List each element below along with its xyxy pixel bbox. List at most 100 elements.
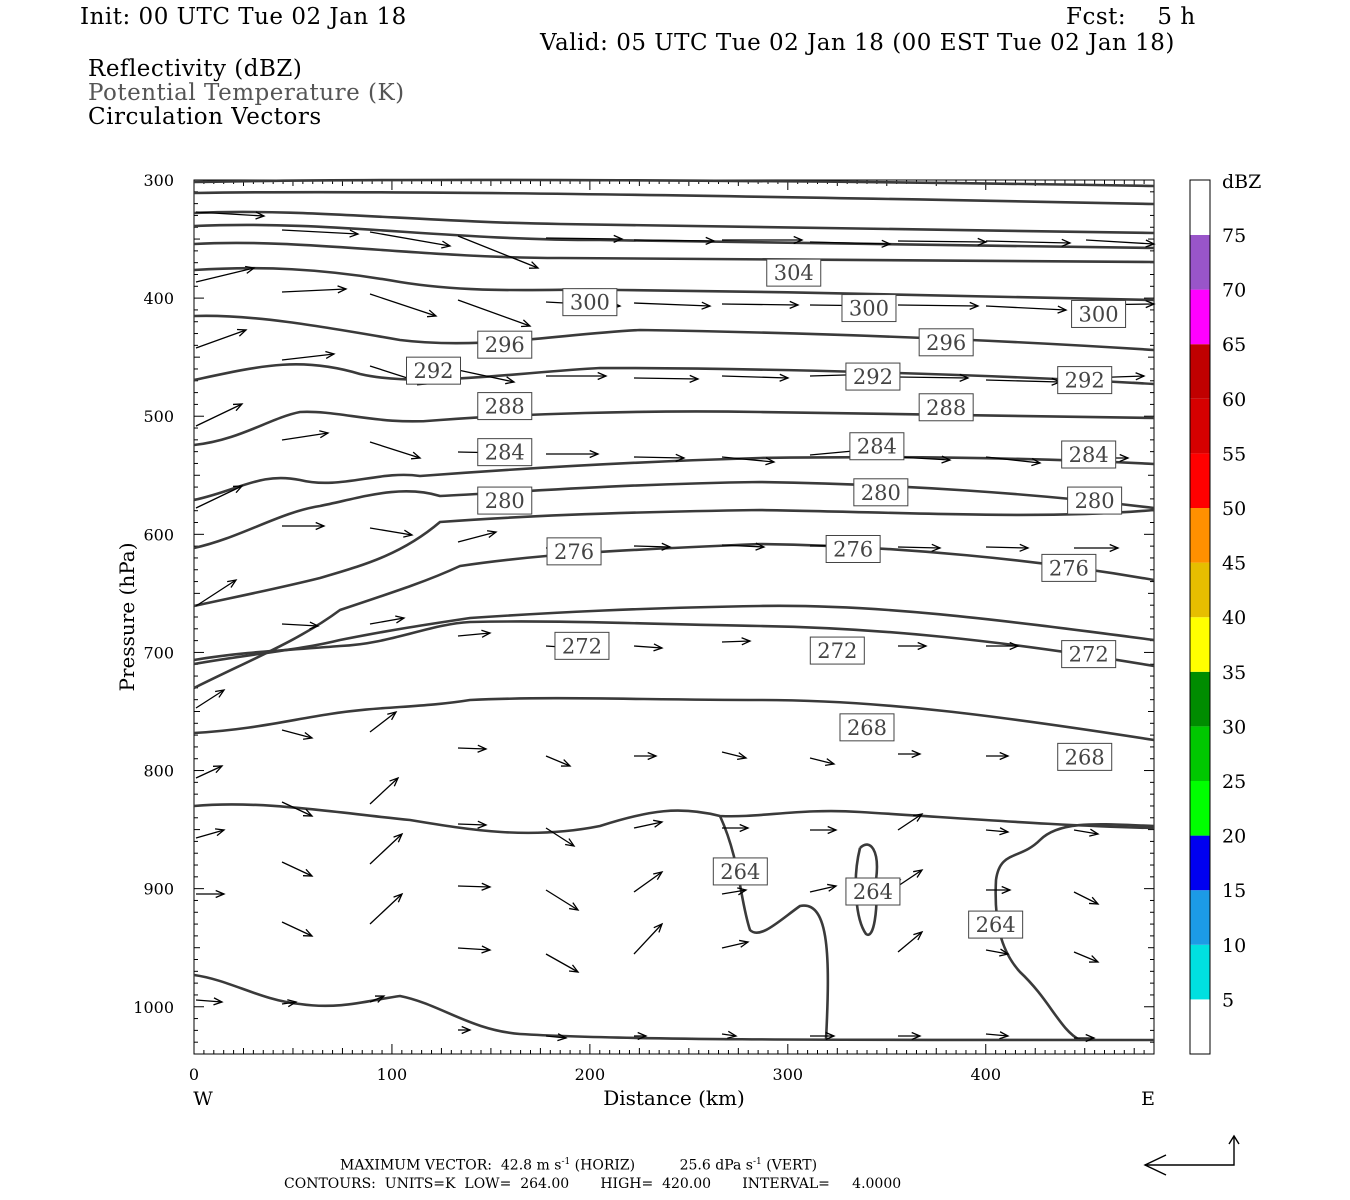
vector-head bbox=[789, 300, 800, 309]
vector-shaft bbox=[369, 441, 421, 459]
circulation-vector bbox=[281, 861, 314, 877]
vector-head bbox=[232, 485, 244, 494]
vector-shaft bbox=[721, 544, 765, 548]
contour-label-text: 288 bbox=[485, 395, 525, 419]
circulation-vector bbox=[545, 755, 572, 767]
circulation-vector bbox=[457, 629, 492, 638]
contour-label-280: 280 bbox=[1067, 486, 1123, 515]
horiz-unit-exponent: -1 bbox=[561, 1157, 571, 1167]
circulation-vector bbox=[457, 744, 488, 753]
vector-shaft bbox=[195, 329, 247, 349]
circulation-vector bbox=[986, 641, 1020, 651]
contour-label-box bbox=[477, 330, 533, 359]
max-vector-label: MAXIMUM VECTOR: bbox=[340, 1157, 492, 1174]
colorbar-level-label: 35 bbox=[1222, 662, 1246, 684]
colorbar-title: dBZ bbox=[1222, 171, 1261, 193]
vector-head bbox=[675, 453, 686, 462]
circulation-vector bbox=[369, 441, 422, 460]
circulation-vector bbox=[633, 453, 686, 462]
vector-head bbox=[477, 744, 488, 753]
vector-head bbox=[505, 376, 516, 385]
circulation-vector bbox=[281, 999, 298, 1008]
vector-head bbox=[969, 301, 980, 311]
vector-head bbox=[653, 871, 664, 881]
vector-head bbox=[1085, 1033, 1096, 1043]
vector-head bbox=[597, 371, 608, 381]
colorbar-segment bbox=[1190, 180, 1210, 235]
vector-head bbox=[245, 265, 256, 274]
vector-shaft bbox=[457, 632, 491, 637]
vector-head bbox=[560, 759, 572, 767]
vector-shaft bbox=[545, 827, 575, 847]
vector-shaft bbox=[281, 288, 347, 293]
contour-label-box bbox=[825, 534, 881, 563]
circulation-vector bbox=[196, 889, 226, 899]
circulation-vector bbox=[195, 328, 248, 349]
y-tick-label: 1000 bbox=[133, 998, 174, 1017]
vector-head bbox=[779, 373, 790, 382]
vector-shaft bbox=[721, 456, 775, 463]
contour-label-text: 292 bbox=[1065, 369, 1105, 393]
theta-contour-line bbox=[193, 178, 1155, 188]
vector-head bbox=[214, 828, 226, 837]
circulation-vector bbox=[721, 373, 790, 382]
contour-label-text: 300 bbox=[849, 297, 889, 321]
theta-contour-line bbox=[193, 803, 1155, 835]
vector-shaft bbox=[633, 545, 671, 548]
vector-shaft bbox=[985, 379, 1061, 383]
colorbar-segment bbox=[1190, 508, 1210, 563]
theta-contour-line bbox=[193, 455, 1155, 502]
vector-shaft bbox=[1073, 891, 1099, 905]
circulation-vector bbox=[545, 1033, 568, 1042]
contour-label-box bbox=[1057, 742, 1113, 771]
y-tick-label: 900 bbox=[143, 880, 174, 899]
colorbar-level-label: 75 bbox=[1222, 225, 1246, 247]
vector-shaft bbox=[1085, 239, 1155, 245]
contour-label-288: 288 bbox=[477, 392, 533, 421]
vector-shaft bbox=[281, 861, 313, 877]
circulation-vector bbox=[721, 1030, 738, 1039]
vector-head bbox=[739, 939, 750, 948]
vector-shaft bbox=[281, 353, 335, 361]
vector-shaft bbox=[195, 765, 223, 779]
vector-head bbox=[999, 827, 1010, 836]
horiz-tag: (HORIZ) bbox=[574, 1157, 636, 1174]
contour-label-296: 296 bbox=[918, 328, 974, 357]
max-vector-vert: 25.6 dPa s bbox=[679, 1157, 753, 1174]
colorbar-level-label: 65 bbox=[1222, 334, 1246, 356]
reference-vector-head-horiz bbox=[1143, 1154, 1167, 1176]
contour-label-272: 272 bbox=[554, 631, 610, 660]
circulation-vector bbox=[195, 997, 224, 1006]
vector-shaft bbox=[633, 821, 663, 829]
vector-shaft bbox=[633, 302, 711, 307]
vector-head bbox=[1119, 453, 1130, 463]
circulation-vector bbox=[985, 1031, 1010, 1040]
vector-head bbox=[569, 902, 580, 911]
circulation-vector bbox=[633, 643, 664, 652]
contour-label-text: 272 bbox=[562, 634, 602, 658]
circulation-vector bbox=[282, 521, 326, 531]
circulation-vector bbox=[985, 456, 1042, 467]
circulation-vector bbox=[281, 621, 320, 630]
vector-head bbox=[741, 637, 752, 646]
vector-shaft bbox=[985, 829, 1009, 833]
y-tick-label: 800 bbox=[143, 762, 174, 781]
contour-label-292: 292 bbox=[1057, 366, 1113, 395]
theta-contour-line bbox=[193, 604, 1155, 666]
contour-label-264: 264 bbox=[968, 910, 1024, 939]
max-vector-horiz: 42.8 m s bbox=[500, 1157, 562, 1174]
vector-head bbox=[911, 749, 922, 759]
circulation-vector bbox=[281, 729, 314, 740]
contour-label-276: 276 bbox=[825, 534, 881, 563]
vector-head bbox=[755, 542, 766, 551]
contour-info: CONTOURS: UNITS=K LOW= 264.00 HIGH= 420.… bbox=[284, 1176, 902, 1192]
vector-head bbox=[1088, 955, 1100, 963]
circulation-vector bbox=[633, 301, 712, 310]
contour-label-280: 280 bbox=[853, 478, 909, 507]
vector-head bbox=[881, 239, 892, 248]
vector-head bbox=[319, 430, 330, 439]
vector-shaft bbox=[721, 375, 789, 379]
reference-vector-line bbox=[1145, 1136, 1235, 1166]
x-end-label-west: W bbox=[193, 1088, 213, 1110]
y-tick-label: 700 bbox=[143, 643, 174, 662]
